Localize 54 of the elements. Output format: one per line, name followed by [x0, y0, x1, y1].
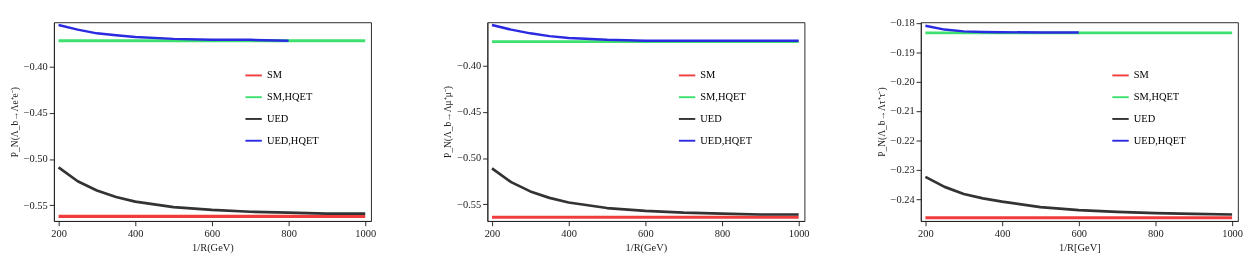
x-axis-title: 1/R[GeV]: [1059, 241, 1101, 253]
legend-label: SM,HQET: [1133, 91, 1180, 103]
x-tick-label: 400: [561, 227, 577, 239]
x-tick-label: 600: [1071, 227, 1088, 239]
x-tick-label: 400: [127, 227, 144, 239]
line-series: [57, 23, 290, 42]
legend-label: UED: [266, 112, 289, 124]
legend-label: SM: [266, 69, 282, 81]
y-tick-label: −0.23: [890, 164, 915, 176]
y-tick-label: −0.55: [23, 199, 48, 211]
y-tick-label: −0.55: [457, 198, 482, 210]
legend-label: UED,HQET: [700, 134, 753, 146]
y-tick-label: −0.40: [457, 60, 482, 71]
line-series: [490, 166, 801, 216]
legend-label: SM: [1133, 69, 1149, 81]
x-axis-title: 1/R(GeV): [625, 241, 668, 254]
y-tick-label: −0.50: [457, 152, 482, 164]
y-tick-label: −0.19: [890, 46, 915, 58]
y-tick-label: −0.45: [457, 106, 482, 118]
legend-label: SM,HQET: [266, 91, 313, 103]
x-tick-label: 1000: [1222, 227, 1243, 239]
line-series: [490, 23, 800, 42]
x-tick-label: 800: [281, 227, 297, 239]
y-tick-label: −0.50: [23, 153, 48, 165]
x-tick-label: 600: [637, 227, 654, 239]
legend-label: UED,HQET: [266, 134, 320, 146]
legend-label: UED,HQET: [1133, 134, 1187, 146]
x-tick-label: 1000: [788, 227, 810, 239]
y-tick-label: −0.45: [23, 107, 48, 119]
y-tick-label: −0.21: [890, 105, 915, 117]
x-tick-label: 1000: [355, 227, 377, 239]
line-series: [57, 166, 367, 215]
y-tick-label: −0.20: [890, 75, 915, 87]
x-tick-label: 800: [714, 227, 731, 239]
x-tick-label: 200: [918, 227, 934, 239]
y-tick-label: −0.18: [890, 17, 915, 29]
y-axis-title: P_N(Λ_b→Λe⁺e⁻): [10, 87, 22, 158]
legend-label: SM: [700, 69, 716, 81]
y-tick-label: −0.24: [890, 193, 916, 205]
x-axis-title: 1/R(GeV): [192, 241, 235, 254]
legend-label: UED: [700, 112, 723, 124]
x-tick-label: 800: [1148, 227, 1164, 239]
line-series: [924, 175, 1234, 216]
legend-label: SM,HQET: [700, 91, 747, 103]
line-series: [924, 24, 1080, 34]
legend-label: UED: [1133, 112, 1156, 124]
y-tick-label: −0.22: [890, 134, 915, 146]
y-tick-label: −0.40: [23, 60, 48, 72]
y-axis-title: P_N(Λ_b→Λμ⁺μ⁻): [443, 86, 455, 159]
y-axis-title: P_N(Λ_b→Λτ⁺τ⁻): [876, 87, 888, 157]
x-tick-label: 400: [994, 227, 1011, 239]
x-tick-label: 200: [484, 227, 501, 239]
x-tick-label: 200: [51, 227, 67, 239]
x-tick-label: 600: [204, 227, 221, 239]
